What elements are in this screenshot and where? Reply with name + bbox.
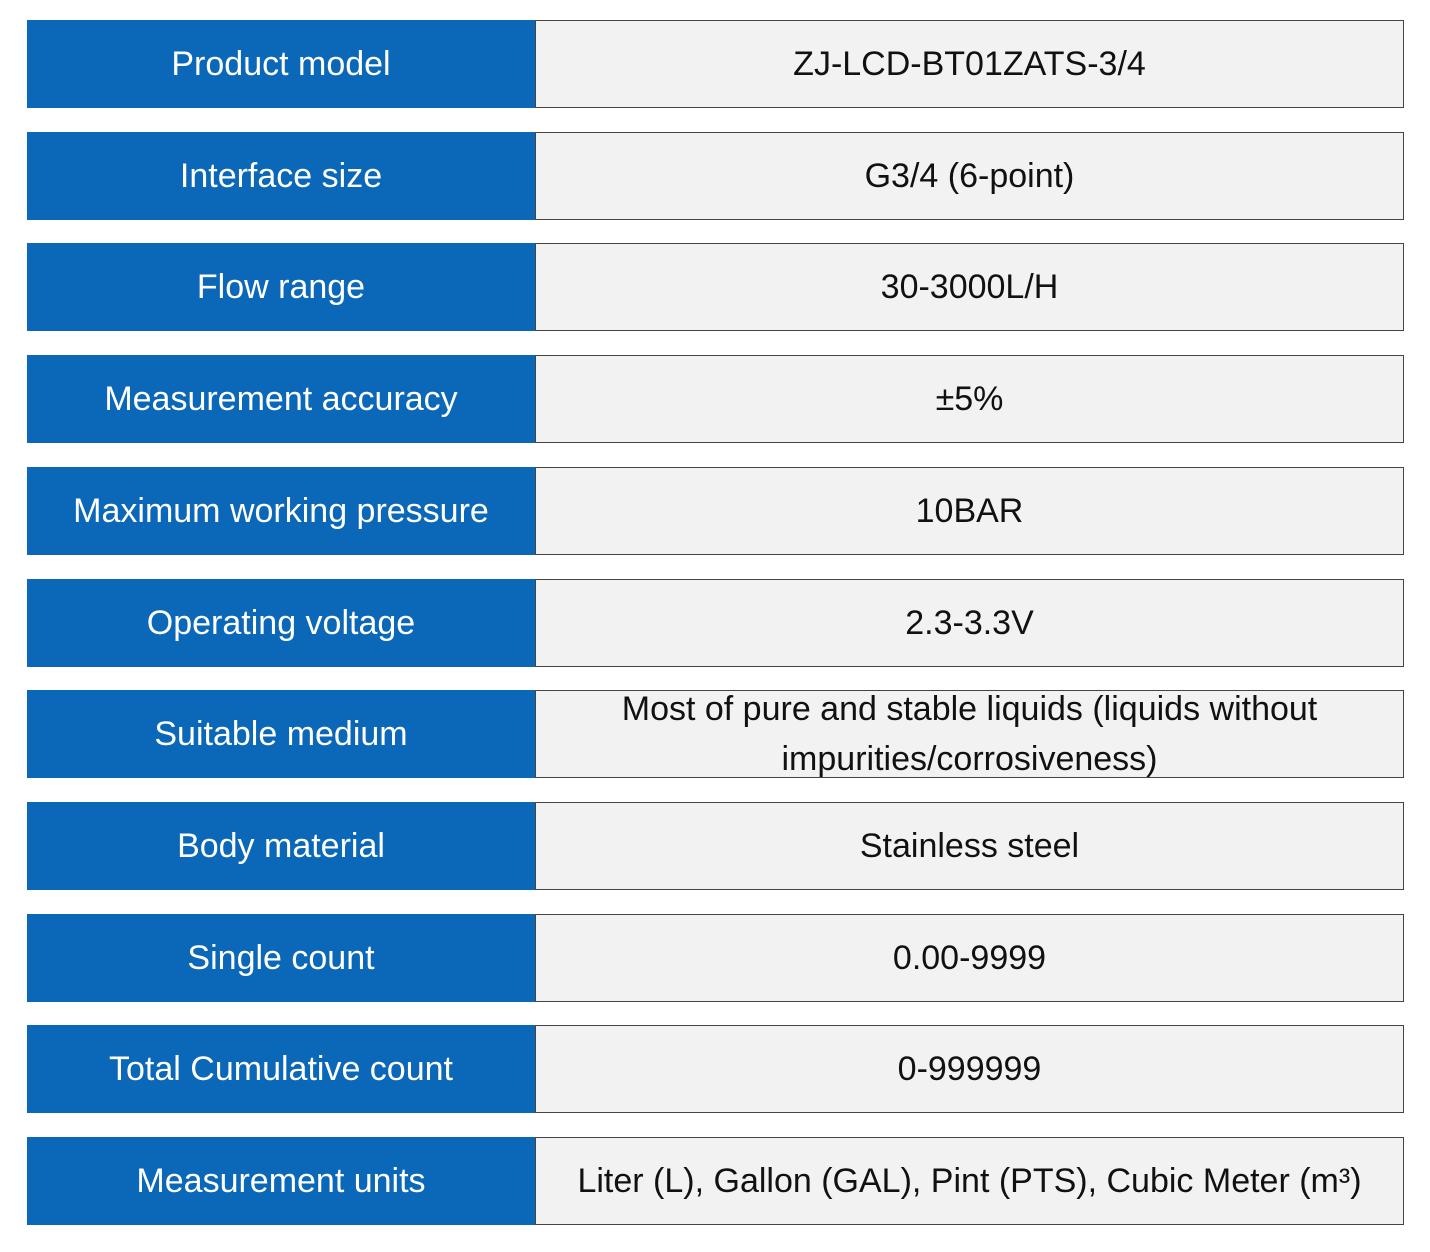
spec-label: Maximum working pressure [27,466,535,555]
spec-label: Single count [27,913,535,1002]
spec-label: Product model [27,20,535,108]
spec-value: G3/4 (6-point) [535,131,1404,220]
spec-row: Product model ZJ-LCD-BT01ZATS-3/4 [27,20,1404,108]
spec-value: 2.3-3.3V [535,578,1404,667]
spec-label: Interface size [27,131,535,220]
spec-row: Total Cumulative count 0-999999 [27,1025,1404,1114]
spec-label: Body material [27,801,535,890]
spec-row: Maximum working pressure 10BAR [27,466,1404,555]
spec-value: ±5% [535,355,1404,444]
spec-value: 0.00-9999 [535,913,1404,1002]
spec-row: Measurement accuracy ±5% [27,355,1404,444]
spec-label: Total Cumulative count [27,1025,535,1114]
spec-label: Flow range [27,243,535,332]
spec-label: Measurement units [27,1137,535,1225]
spec-row: Body material Stainless steel [27,801,1404,890]
spec-value: Stainless steel [535,801,1404,890]
spec-row: Measurement units Liter (L), Gallon (GAL)… [27,1137,1404,1225]
spec-label: Suitable medium [27,690,535,779]
spec-label: Operating voltage [27,578,535,667]
spec-value: Liter (L), Gallon (GAL), Pint (PTS), Cub… [535,1137,1404,1225]
spec-row: Suitable medium Most of pure and stable l… [27,690,1404,779]
spec-value: 10BAR [535,466,1404,555]
spec-row: Flow range 30-3000L/H [27,243,1404,332]
spec-value: Most of pure and stable liquids (liquids… [535,690,1404,779]
spec-row: Single count 0.00-9999 [27,913,1404,1002]
spec-row: Interface size G3/4 (6-point) [27,131,1404,220]
spec-value: 30-3000L/H [535,243,1404,332]
spec-value: ZJ-LCD-BT01ZATS-3/4 [535,20,1404,108]
spec-row: Operating voltage 2.3-3.3V [27,578,1404,667]
spec-label: Measurement accuracy [27,355,535,444]
spec-value: 0-999999 [535,1025,1404,1114]
